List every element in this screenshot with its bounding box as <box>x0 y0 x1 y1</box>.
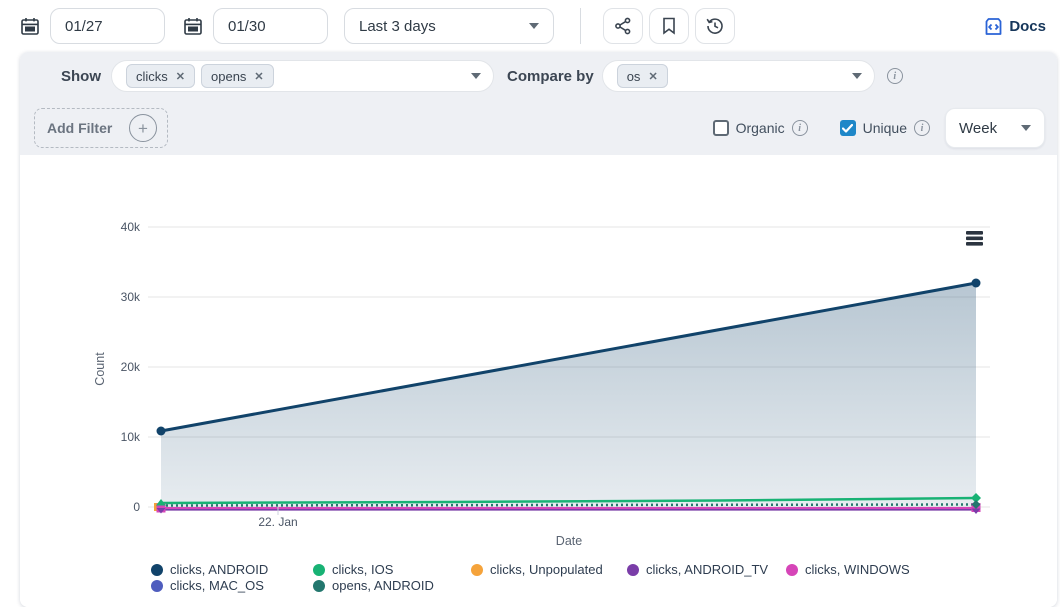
legend-item[interactable]: clicks, IOS <box>313 562 471 577</box>
organic-info-icon[interactable]: i <box>792 120 808 136</box>
line-chart: 0 10k 20k 30k 40k 22. Jan Count Date <box>20 155 1057 607</box>
series-area-clicks-android <box>161 283 976 507</box>
date-range-value: Last 3 days <box>359 18 529 35</box>
interval-select[interactable]: Week <box>945 108 1045 148</box>
chevron-down-icon <box>471 73 481 79</box>
chart-area: 0 10k 20k 30k 40k 22. Jan Count Date <box>20 155 1057 607</box>
docs-icon <box>984 17 1003 36</box>
y-tick-0: 0 <box>133 500 140 514</box>
toggles-group: Organic i Unique i <box>713 120 930 136</box>
legend-item[interactable]: opens, ANDROID <box>313 578 434 593</box>
add-filter-button[interactable]: Add Filter + <box>34 108 168 148</box>
legend-item[interactable]: clicks, Unpopulated <box>471 562 627 577</box>
legend-item[interactable]: clicks, ANDROID <box>151 562 313 577</box>
metrics-row: Show clicks ✕ opens ✕ Compare by os ✕ <box>20 60 1057 92</box>
filter-panel: Show clicks ✕ opens ✕ Compare by os ✕ <box>20 52 1057 155</box>
chart-menu-button[interactable] <box>966 231 983 246</box>
history-icon <box>706 17 724 35</box>
x-axis-title: Date <box>556 534 582 548</box>
chip-os: os ✕ <box>617 64 668 88</box>
legend-item[interactable]: clicks, WINDOWS <box>786 562 910 577</box>
chevron-down-icon <box>1021 125 1031 131</box>
close-icon[interactable]: ✕ <box>254 70 263 83</box>
calendar-start-icon[interactable] <box>18 14 42 38</box>
toolbar-divider <box>580 8 581 44</box>
legend-item[interactable]: clicks, MAC_OS <box>151 578 313 593</box>
start-date-input[interactable] <box>50 8 165 44</box>
chip-opens-label: opens <box>211 69 246 84</box>
y-axis-title: Count <box>93 352 107 386</box>
chip-os-label: os <box>627 69 641 84</box>
y-tick-20k: 20k <box>121 360 141 374</box>
interval-value: Week <box>959 120 1021 137</box>
toolbar: Last 3 days Docs <box>0 0 1060 52</box>
chip-opens: opens ✕ <box>201 64 274 88</box>
close-icon[interactable]: ✕ <box>648 70 657 83</box>
history-button[interactable] <box>695 8 735 44</box>
organic-label: Organic <box>736 120 785 136</box>
compare-info-icon[interactable]: i <box>887 68 903 84</box>
share-icon <box>614 17 632 35</box>
unique-info-icon[interactable]: i <box>914 120 930 136</box>
compare-multiselect[interactable]: os ✕ <box>602 60 875 92</box>
show-multiselect[interactable]: clicks ✕ opens ✕ <box>111 60 494 92</box>
unique-checkbox[interactable] <box>840 120 856 136</box>
x-tick-label: 22. Jan <box>258 515 297 529</box>
share-button[interactable] <box>603 8 643 44</box>
unique-label: Unique <box>863 120 907 136</box>
chip-clicks-label: clicks <box>136 69 168 84</box>
organic-checkbox[interactable] <box>713 120 729 136</box>
add-filter-label: Add Filter <box>47 120 112 136</box>
calendar-end-icon[interactable] <box>181 14 205 38</box>
end-date-input[interactable] <box>213 8 328 44</box>
chart-legend: clicks, ANDROID clicks, IOS clicks, Unpo… <box>151 562 1031 594</box>
y-tick-30k: 30k <box>121 290 141 304</box>
filter-row: Add Filter + Organic i Unique i Week <box>20 108 1057 148</box>
y-tick-10k: 10k <box>121 430 141 444</box>
analytics-card: Show clicks ✕ opens ✕ Compare by os ✕ <box>20 52 1057 607</box>
docs-link[interactable]: Docs <box>984 17 1046 36</box>
bookmark-icon <box>661 17 677 35</box>
date-range-select[interactable]: Last 3 days <box>344 8 554 44</box>
legend-item[interactable]: clicks, ANDROID_TV <box>627 562 786 577</box>
bookmark-button[interactable] <box>649 8 689 44</box>
chevron-down-icon <box>529 23 539 29</box>
chip-clicks: clicks ✕ <box>126 64 195 88</box>
compare-by-label: Compare by <box>507 68 594 85</box>
check-icon <box>842 124 853 133</box>
y-tick-40k: 40k <box>121 220 141 234</box>
toolbar-actions <box>603 8 735 44</box>
show-label: Show <box>61 68 101 85</box>
docs-label: Docs <box>1009 18 1046 35</box>
close-icon[interactable]: ✕ <box>176 70 185 83</box>
chevron-down-icon <box>852 73 862 79</box>
plus-icon: + <box>129 114 157 142</box>
